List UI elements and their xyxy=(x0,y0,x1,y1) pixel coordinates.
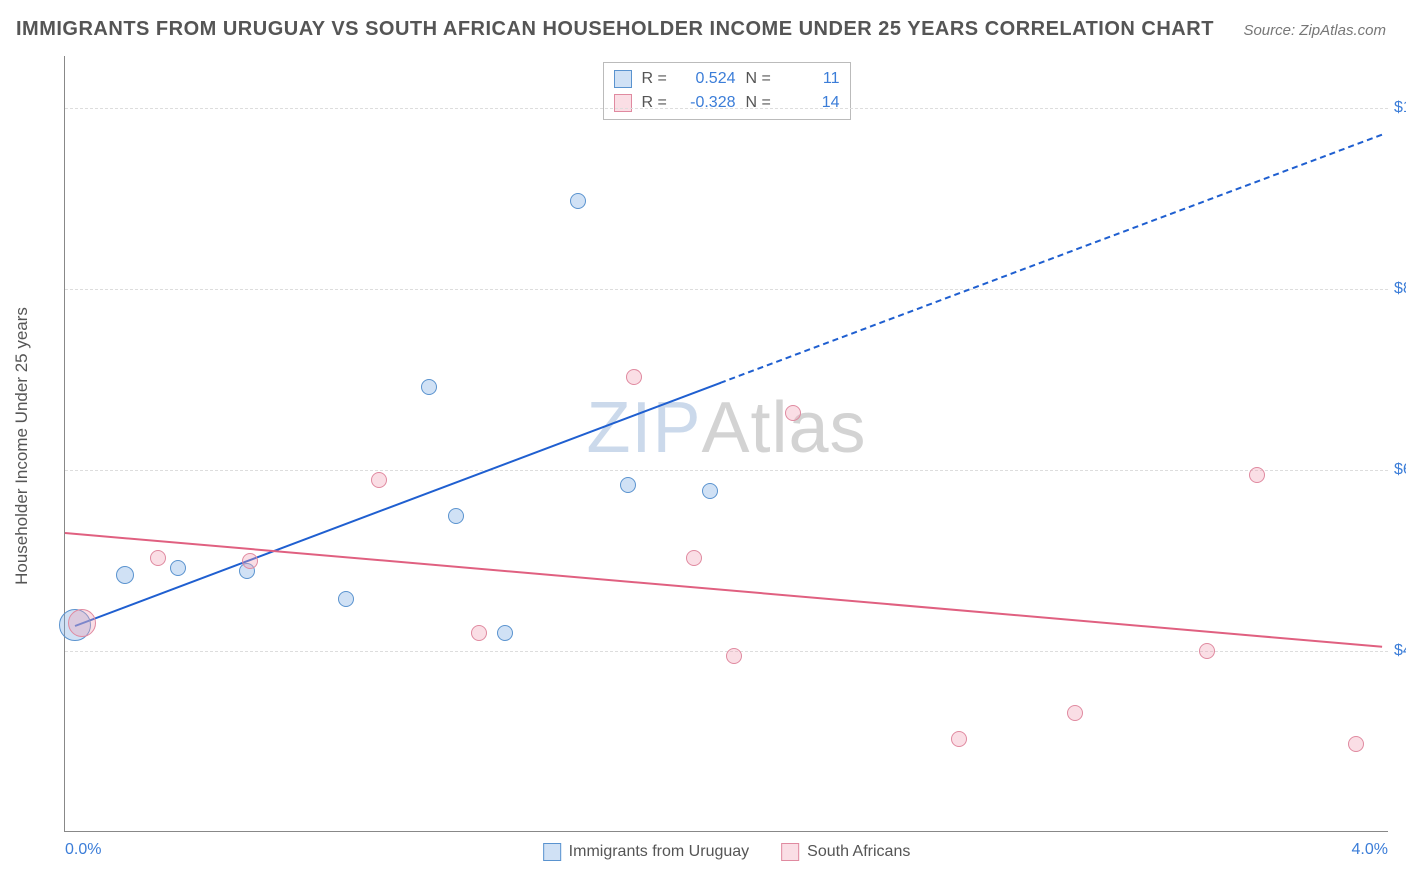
grid-line xyxy=(65,289,1388,290)
stats-legend-row: R = -0.328 N = 14 xyxy=(614,91,840,115)
y-tick-label: $82,500 xyxy=(1394,280,1406,298)
watermark-part1: ZIP xyxy=(586,388,701,468)
watermark: ZIPAtlas xyxy=(586,387,866,469)
data-point xyxy=(785,405,801,421)
stats-legend-row: R = 0.524 N = 11 xyxy=(614,67,840,91)
y-tick-label: $100,000 xyxy=(1394,99,1406,117)
data-point xyxy=(620,477,636,493)
y-axis-title: Householder Income Under 25 years xyxy=(12,307,32,585)
data-point xyxy=(686,550,702,566)
series-legend: Immigrants from Uruguay South Africans xyxy=(543,843,911,861)
stats-legend: R = 0.524 N = 11 R = -0.328 N = 14 xyxy=(603,62,851,120)
legend-label-series-1: South Africans xyxy=(807,843,910,861)
data-point xyxy=(951,731,967,747)
stats-r-label: R = xyxy=(642,67,670,91)
data-point xyxy=(68,609,96,637)
data-point xyxy=(702,483,718,499)
x-tick-label: 4.0% xyxy=(1352,841,1388,859)
stats-n-value-0: 11 xyxy=(784,67,840,91)
data-point xyxy=(726,648,742,664)
watermark-part2: Atlas xyxy=(701,388,866,468)
stats-n-value-1: 14 xyxy=(784,91,840,115)
source-label: Source: ZipAtlas.com xyxy=(1243,22,1386,39)
data-point xyxy=(338,591,354,607)
data-point xyxy=(497,625,513,641)
legend-swatch-series-0 xyxy=(614,70,632,88)
stats-n-label: N = xyxy=(746,67,774,91)
data-point xyxy=(371,472,387,488)
legend-label-series-0: Immigrants from Uruguay xyxy=(569,843,750,861)
chart-title: IMMIGRANTS FROM URUGUAY VS SOUTH AFRICAN… xyxy=(16,18,1214,41)
grid-line xyxy=(65,108,1388,109)
data-point xyxy=(170,560,186,576)
data-point xyxy=(421,379,437,395)
data-point xyxy=(1348,736,1364,752)
legend-swatch-series-1 xyxy=(781,843,799,861)
stats-r-label: R = xyxy=(642,91,670,115)
plot-area: ZIPAtlas R = 0.524 N = 11 R = -0.328 N =… xyxy=(64,56,1388,832)
y-tick-label: $47,500 xyxy=(1394,642,1406,660)
data-point xyxy=(448,508,464,524)
y-tick-label: $65,000 xyxy=(1394,461,1406,479)
legend-swatch-series-1 xyxy=(614,94,632,112)
trend-line-dashed xyxy=(720,134,1383,384)
data-point xyxy=(1249,467,1265,483)
data-point xyxy=(150,550,166,566)
data-point xyxy=(626,369,642,385)
grid-line xyxy=(65,470,1388,471)
legend-item-series-0: Immigrants from Uruguay xyxy=(543,843,750,861)
trend-line xyxy=(65,532,1383,648)
trend-line xyxy=(75,382,721,627)
data-point xyxy=(1199,643,1215,659)
stats-r-value-1: -0.328 xyxy=(680,91,736,115)
data-point xyxy=(1067,705,1083,721)
data-point xyxy=(471,625,487,641)
data-point xyxy=(116,566,134,584)
stats-r-value-0: 0.524 xyxy=(680,67,736,91)
x-tick-label: 0.0% xyxy=(65,841,101,859)
legend-item-series-1: South Africans xyxy=(781,843,910,861)
stats-n-label: N = xyxy=(746,91,774,115)
legend-swatch-series-0 xyxy=(543,843,561,861)
data-point xyxy=(570,193,586,209)
data-point xyxy=(242,553,258,569)
chart-container: IMMIGRANTS FROM URUGUAY VS SOUTH AFRICAN… xyxy=(0,0,1406,892)
